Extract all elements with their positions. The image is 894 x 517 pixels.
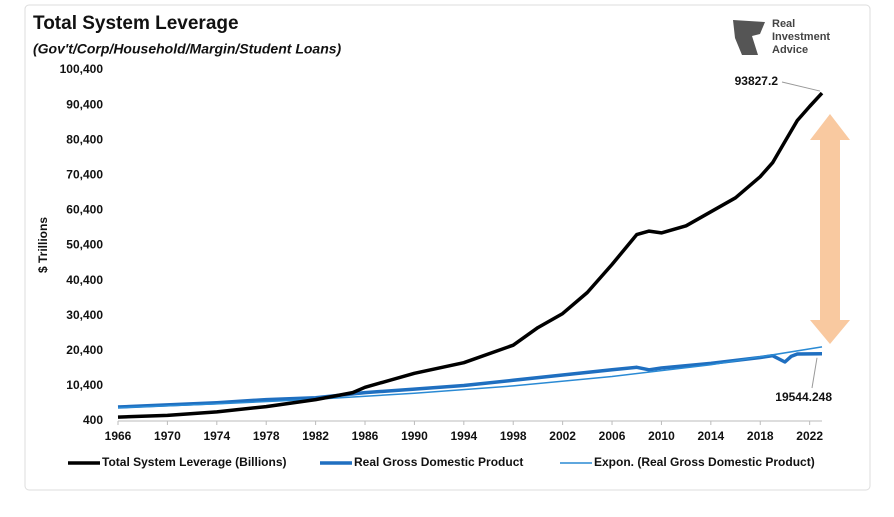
logo-text: Advice [772,44,808,56]
x-tick-label: 1998 [500,429,527,443]
x-tick-label: 1974 [203,429,230,443]
y-tick-label: 50,400 [66,238,103,252]
chart-title: Total System Leverage [33,13,239,34]
logo-mark [733,20,765,55]
legend-label: Total System Leverage (Billions) [102,455,287,469]
gap-arrow [810,114,850,344]
y-tick-label: 40,400 [66,273,103,287]
x-tick-label: 1994 [450,429,477,443]
x-tick-label: 2014 [697,429,724,443]
leader-line [781,81,821,92]
data-label: 93827.2 [735,74,779,88]
x-tick-label: 1970 [154,429,181,443]
x-tick-label: 2002 [549,429,576,443]
y-axis-label: $ Trillions [36,217,50,273]
y-tick-label: 90,400 [66,97,103,111]
y-tick-label: 20,400 [66,343,103,357]
legend-label: Real Gross Domestic Product [354,455,523,469]
y-tick-label: 10,400 [66,378,103,392]
x-tick-label: 2010 [648,429,675,443]
x-tick-label: 1978 [253,429,280,443]
y-tick-label: 70,400 [66,167,103,181]
x-tick-label: 1966 [105,429,132,443]
logo-text: Investment [772,31,830,43]
x-tick-label: 2022 [796,429,823,443]
x-tick-label: 1982 [302,429,329,443]
leader-line [811,357,818,389]
series-line [117,346,823,409]
x-tick-label: 2018 [747,429,774,443]
y-tick-label: 60,400 [66,203,103,217]
y-tick-label: 30,400 [66,308,103,322]
y-tick-label: 400 [83,413,103,427]
data-label: 19544.248 [775,390,832,404]
x-tick-label: 1986 [352,429,379,443]
y-tick-label: 80,400 [66,132,103,146]
x-tick-label: 1990 [401,429,428,443]
x-tick-label: 2006 [599,429,626,443]
chart-subtitle: (Gov't/Corp/Household/Margin/Student Loa… [33,41,342,57]
legend-label: Expon. (Real Gross Domestic Product) [594,455,815,469]
series-line [117,91,824,419]
logo-text: Real [772,18,795,30]
series-line [117,352,823,409]
y-tick-label: 100,400 [60,62,104,76]
